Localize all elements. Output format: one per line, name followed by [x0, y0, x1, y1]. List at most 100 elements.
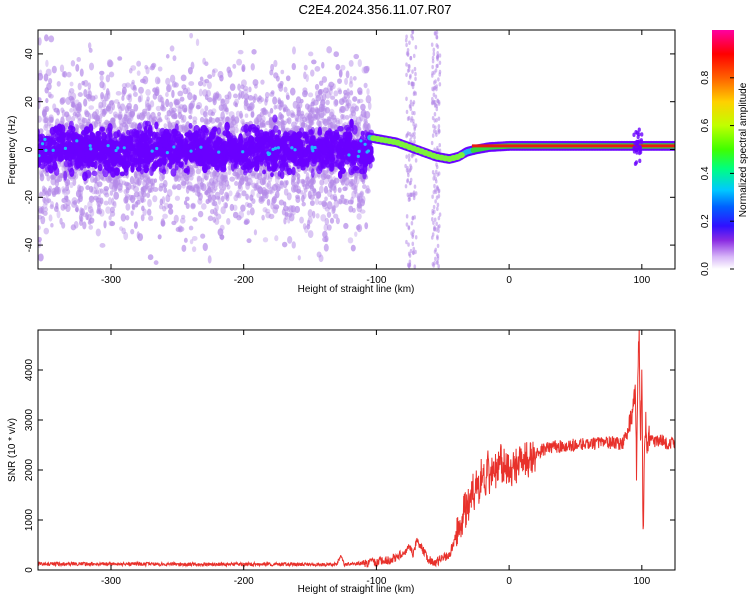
core-point	[336, 145, 341, 152]
noise-point	[287, 117, 292, 124]
noise-point	[73, 112, 77, 117]
streak-point	[405, 155, 408, 159]
core-point	[262, 169, 266, 174]
noise-point	[52, 103, 56, 110]
noise-point	[181, 124, 185, 131]
noise-point	[203, 111, 207, 117]
noise-point	[155, 77, 160, 85]
core-point	[116, 158, 122, 168]
noise-point	[251, 198, 255, 204]
noise-point	[145, 89, 151, 96]
noise-point	[292, 241, 296, 248]
noise-point	[172, 184, 177, 190]
streak-point	[431, 195, 434, 199]
noise-point	[144, 65, 148, 70]
noise-point	[322, 76, 327, 83]
noise-point	[154, 178, 157, 183]
core-accent	[172, 145, 175, 148]
noise-point	[277, 120, 280, 126]
core-point	[173, 153, 177, 158]
noise-point	[66, 72, 71, 78]
core-accent	[75, 139, 78, 142]
noise-point	[65, 195, 68, 202]
streak-point	[408, 197, 411, 201]
noise-point	[233, 195, 238, 201]
noise-point	[308, 92, 313, 97]
noise-point	[158, 234, 162, 239]
noise-point	[358, 91, 363, 96]
streak-point	[435, 35, 438, 39]
core-point	[140, 150, 144, 155]
noise-point	[253, 184, 257, 191]
noise-point	[103, 220, 106, 228]
core-point	[326, 141, 333, 148]
noise-point	[63, 71, 67, 78]
noise-point	[223, 103, 227, 111]
noise-point	[260, 80, 264, 85]
core-point	[111, 161, 117, 167]
core-point	[307, 156, 312, 162]
noise-point	[335, 118, 340, 124]
streak-point	[413, 264, 416, 268]
noise-point	[236, 59, 242, 66]
noise-point	[212, 69, 216, 77]
core-point	[151, 163, 156, 172]
noise-point	[352, 96, 357, 102]
streak-point	[439, 70, 442, 74]
noise-point	[232, 64, 236, 69]
core-point	[280, 146, 285, 155]
core-point	[88, 123, 93, 133]
core-point	[369, 162, 373, 169]
noise-point	[299, 217, 304, 224]
noise-point	[184, 238, 188, 243]
noise-point	[94, 176, 97, 184]
noise-point	[48, 35, 54, 42]
core-point	[70, 146, 74, 153]
core-point	[50, 127, 56, 135]
streak-point	[437, 186, 440, 190]
noise-point	[147, 199, 152, 207]
noise-point	[290, 88, 296, 96]
core-point	[211, 160, 218, 167]
noise-point	[173, 113, 177, 119]
core-accent	[277, 146, 280, 149]
noise-point	[341, 180, 345, 186]
noise-point	[130, 65, 136, 71]
core-point	[306, 145, 310, 153]
noise-point	[133, 186, 139, 192]
noise-point	[122, 83, 128, 88]
streak-point	[413, 131, 416, 135]
noise-point	[300, 111, 304, 116]
noise-point	[130, 195, 135, 203]
core-point	[133, 130, 137, 135]
noise-point	[78, 83, 82, 90]
noise-point	[123, 232, 128, 240]
noise-point	[188, 81, 194, 86]
noise-point	[140, 79, 146, 84]
noise-point	[197, 198, 202, 205]
noise-point	[269, 70, 273, 76]
core-accent	[151, 149, 154, 152]
noise-point	[304, 65, 308, 71]
noise-point	[251, 49, 256, 55]
noise-point	[170, 45, 175, 51]
noise-point	[121, 213, 126, 221]
noise-point	[310, 70, 314, 77]
core-point	[277, 130, 281, 135]
streak-point	[407, 173, 410, 177]
noise-point	[170, 75, 175, 83]
noise-point	[245, 182, 250, 190]
noise-point	[310, 178, 316, 185]
core-accent	[359, 139, 362, 142]
core-point	[106, 127, 112, 134]
streak-point	[433, 190, 436, 194]
noise-point	[364, 83, 368, 88]
noise-point	[310, 200, 315, 206]
core-accent	[107, 144, 110, 147]
streak-point	[405, 73, 408, 77]
core-point	[58, 126, 63, 132]
streak-point	[434, 248, 437, 252]
streak-point	[415, 45, 418, 49]
core-point	[316, 150, 321, 158]
noise-point	[130, 210, 133, 216]
